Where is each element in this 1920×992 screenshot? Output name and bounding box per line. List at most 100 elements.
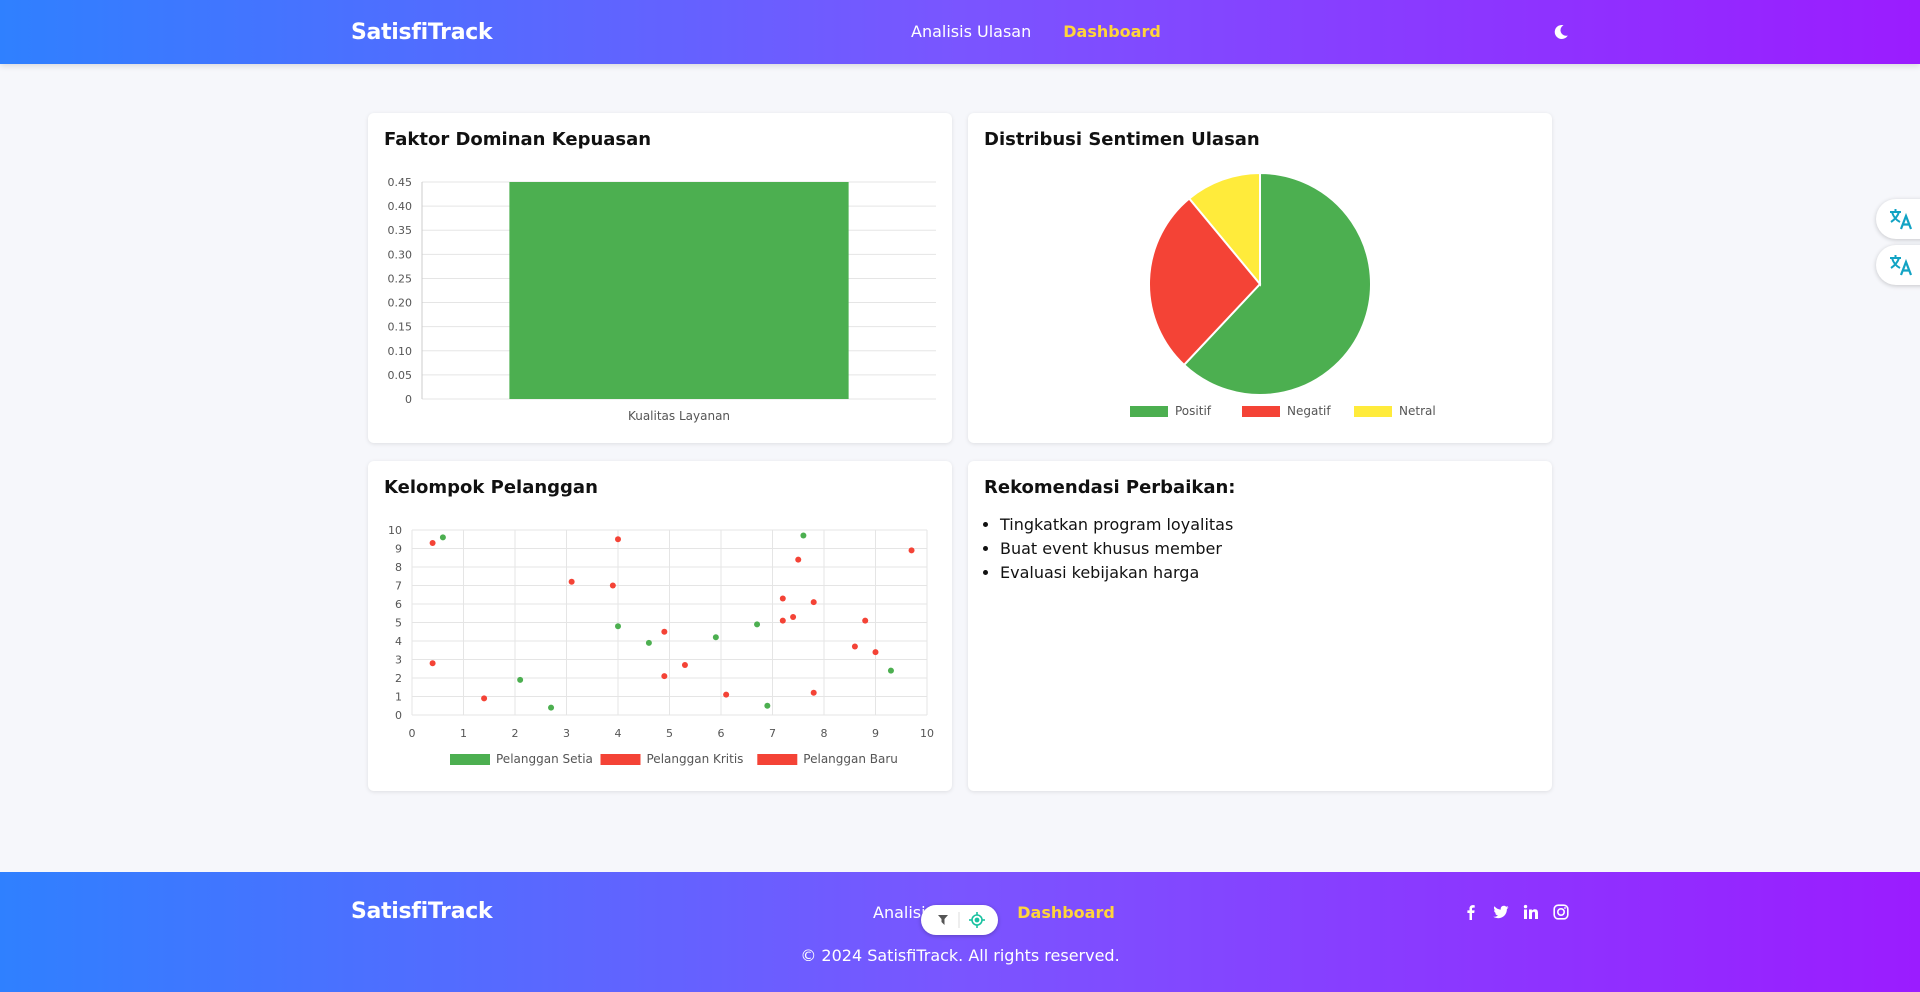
point-pelanggan-setia	[800, 532, 807, 539]
point-pelanggan-kritis	[615, 536, 621, 543]
legend-label: Negatif	[1287, 404, 1331, 418]
y-tick-label: 8	[395, 561, 402, 574]
legend-swatch	[1242, 406, 1280, 417]
x-tick-label: 1	[460, 727, 467, 740]
x-tick-label: Kualitas Layanan	[628, 409, 730, 423]
point-pelanggan-setia	[712, 634, 719, 641]
pie-chart: Positif Negatif Netral	[1130, 171, 1436, 418]
scatter-chart-title: Kelompok Pelanggan	[384, 477, 598, 498]
top-navbar: SatisfiTrack Analisis Ulasan Dashboard	[0, 0, 1920, 64]
bar-kualitas-layanan	[509, 182, 849, 399]
y-tick-label: 7	[395, 580, 402, 593]
point-pelanggan-baru	[810, 599, 817, 606]
footer-nav-dashboard[interactable]: Dashboard	[1017, 903, 1115, 922]
point-pelanggan-kritis	[779, 595, 786, 602]
y-tick-label: 0.15	[388, 321, 413, 334]
point-pelanggan-baru	[862, 617, 869, 624]
point-pelanggan-kritis	[790, 613, 797, 620]
y-tick-label: 6	[395, 598, 402, 611]
translate-icon	[1890, 255, 1913, 276]
x-tick-label: 3	[563, 727, 570, 740]
recommendation-item: Evaluasi kebijakan harga	[1000, 561, 1233, 585]
facebook-icon[interactable]	[1463, 904, 1479, 920]
legend-swatch	[1354, 406, 1392, 417]
floating-toolbar	[921, 905, 998, 935]
bar-chart: 0 0.05 0.10 0.15 0.20 0.25 0.30 0.35 0.40 0.45 Kua…	[388, 176, 936, 423]
linkedin-icon[interactable]	[1523, 904, 1539, 920]
point-pelanggan-kritis	[681, 662, 688, 669]
recommendation-item: Tingkatkan program loyalitas	[1000, 513, 1233, 537]
point-pelanggan-baru	[851, 643, 858, 650]
point-pelanggan-kritis	[429, 539, 436, 546]
legend-label: Pelanggan Setia	[496, 752, 593, 766]
y-tick-label: 0	[395, 709, 402, 722]
cursor-arrow-icon	[938, 915, 948, 925]
point-pelanggan-kritis	[661, 673, 668, 680]
point-pelanggan-baru	[908, 547, 915, 554]
recommendation-item: Buat event khusus member	[1000, 537, 1233, 561]
twitter-icon[interactable]	[1493, 904, 1509, 920]
translate-button[interactable]	[1876, 199, 1920, 239]
y-tick-label: 1	[395, 691, 402, 704]
target-icon	[969, 912, 985, 928]
recommendation-card: Rekomendasi Perbaikan: Tingkatkan progra…	[968, 461, 1552, 791]
point-pelanggan-setia	[764, 702, 771, 709]
moon-icon[interactable]	[1551, 22, 1571, 42]
translate-icon	[1890, 209, 1913, 230]
y-tick-label: 5	[395, 617, 402, 630]
point-pelanggan-setia	[439, 534, 446, 541]
footer-brand[interactable]: SatisfiTrack	[351, 899, 493, 924]
point-pelanggan-kritis	[723, 691, 730, 698]
y-tick-label: 0.40	[388, 200, 413, 213]
instagram-icon[interactable]	[1553, 904, 1569, 920]
recommendation-title: Rekomendasi Perbaikan:	[984, 477, 1236, 498]
point-pelanggan-setia	[754, 621, 761, 628]
legend-label: Pelanggan Kritis	[647, 752, 744, 766]
bar-chart-title: Faktor Dominan Kepuasan	[384, 129, 652, 150]
y-tick-label: 4	[395, 635, 402, 648]
point-pelanggan-setia	[645, 639, 652, 646]
x-tick-label: 6	[718, 727, 725, 740]
pie-slice-netral	[1187, 171, 1261, 287]
point-pelanggan-baru	[872, 649, 879, 656]
translate-button[interactable]	[1876, 245, 1920, 285]
point-pelanggan-kritis	[429, 660, 436, 667]
y-tick-label: 0.25	[388, 272, 413, 285]
y-tick-label: 0.30	[388, 248, 413, 261]
point-pelanggan-setia	[548, 704, 555, 711]
y-tick-label: 9	[395, 543, 402, 556]
nav-analisis-ulasan[interactable]: Analisis Ulasan	[911, 22, 1032, 41]
point-pelanggan-kritis	[568, 578, 575, 585]
x-tick-label: 4	[615, 727, 622, 740]
pie-chart-card: Distribusi Sentimen Ulasan Positif Negati…	[968, 113, 1552, 443]
x-tick-label: 9	[872, 727, 879, 740]
x-tick-label: 0	[409, 727, 416, 740]
legend-swatch	[757, 754, 798, 765]
pie-chart-title: Distribusi Sentimen Ulasan	[984, 129, 1260, 150]
recommendation-list: Tingkatkan program loyalitas Buat event …	[984, 513, 1233, 585]
legend-label: Positif	[1175, 404, 1212, 418]
point-pelanggan-baru	[810, 689, 817, 696]
nav-dashboard[interactable]: Dashboard	[1063, 22, 1161, 41]
brand-logo[interactable]: SatisfiTrack	[351, 20, 493, 45]
legend-swatch	[450, 754, 490, 765]
legend-swatch	[600, 754, 641, 765]
y-tick-label: 2	[395, 672, 402, 685]
point-pelanggan-setia	[517, 676, 524, 683]
pie-slice-negatif	[1148, 197, 1262, 367]
x-tick-label: 10	[920, 727, 934, 740]
point-pelanggan-kritis	[481, 695, 488, 702]
point-pelanggan-baru	[795, 556, 802, 563]
point-pelanggan-setia	[887, 667, 894, 674]
legend-swatch	[1130, 406, 1168, 417]
x-tick-label: 5	[666, 727, 673, 740]
point-pelanggan-kritis	[779, 617, 786, 624]
point-pelanggan-kritis	[609, 582, 616, 589]
x-tick-label: 7	[769, 727, 776, 740]
main-nav: Analisis Ulasan Dashboard	[911, 22, 1161, 41]
legend-label: Pelanggan Baru	[803, 752, 898, 766]
y-tick-label: 0.05	[388, 369, 413, 382]
bar-chart-card: Faktor Dominan Kepuasan 0 0.05 0.10 0.15 0.2…	[368, 113, 952, 443]
point-pelanggan-kritis	[661, 628, 668, 635]
